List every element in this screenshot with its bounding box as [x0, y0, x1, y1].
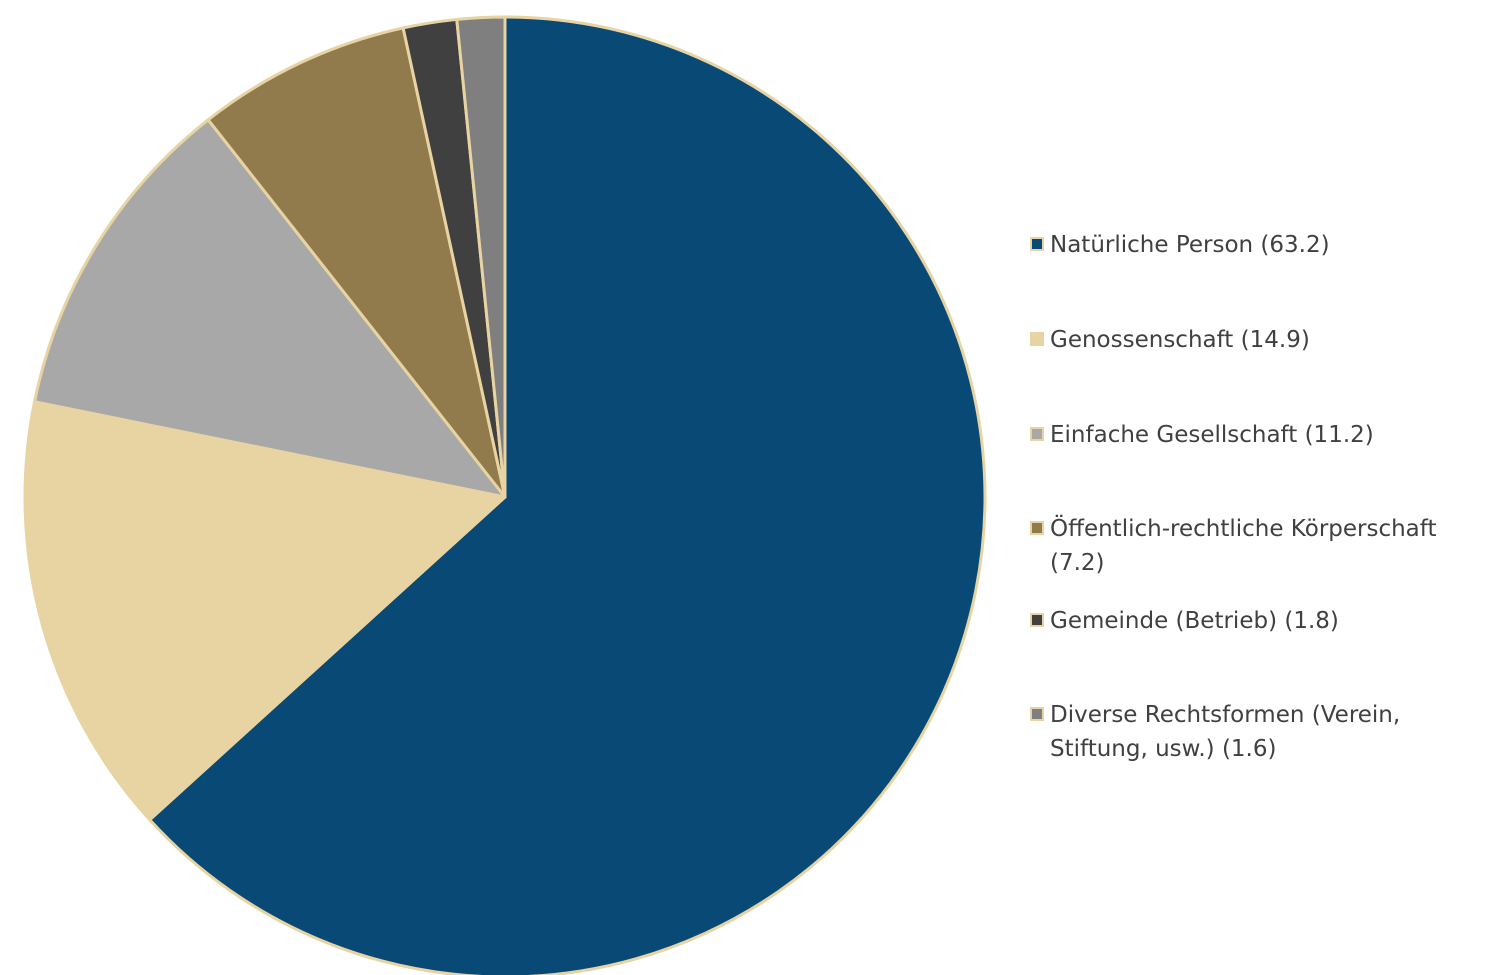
legend-swatch [1030, 521, 1044, 535]
legend-label: Genossenschaft (14.9) [1050, 327, 1310, 353]
legend-item-gemeinde-betrieb: Gemeinde (Betrieb) (1.8) [1030, 604, 1490, 638]
legend-swatch [1030, 707, 1044, 721]
pie-slices [23, 15, 987, 975]
legend-item-natuerliche-person: Natürliche Person (63.2) [1030, 228, 1490, 262]
legend-item-oeffentlich-rechtliche-koerperschaft: Öffentlich-rechtliche Körperschaft (7.2) [1030, 512, 1490, 580]
pie-slice-1 [23, 400, 507, 822]
legend-label: Einfache Gesellschaft (11.2) [1050, 422, 1374, 448]
legend-item-genossenschaft: Genossenschaft (14.9) [1030, 323, 1490, 357]
legend-swatch [1030, 613, 1044, 627]
pie-slice-2 [33, 118, 507, 499]
legend-swatch [1030, 427, 1044, 441]
legend-label: Gemeinde (Betrieb) (1.8) [1050, 608, 1339, 634]
legend-item-einfache-gesellschaft: Einfache Gesellschaft (11.2) [1030, 418, 1490, 452]
legend-swatch [1030, 237, 1044, 251]
legend-label: Natürliche Person (63.2) [1050, 232, 1330, 258]
pie-slice-3 [206, 26, 507, 499]
legend-label: Öffentlich-rechtliche Körperschaft (7.2) [1050, 516, 1437, 576]
legend-item-diverse-rechtsformen: Diverse Rechtsformen (Verein, Stiftung, … [1030, 698, 1490, 766]
pie-slice-5 [455, 15, 507, 499]
pie-slice-0 [148, 15, 987, 975]
legend-swatch [1030, 332, 1044, 346]
legend-label: Diverse Rechtsformen (Verein, Stiftung, … [1050, 702, 1401, 762]
